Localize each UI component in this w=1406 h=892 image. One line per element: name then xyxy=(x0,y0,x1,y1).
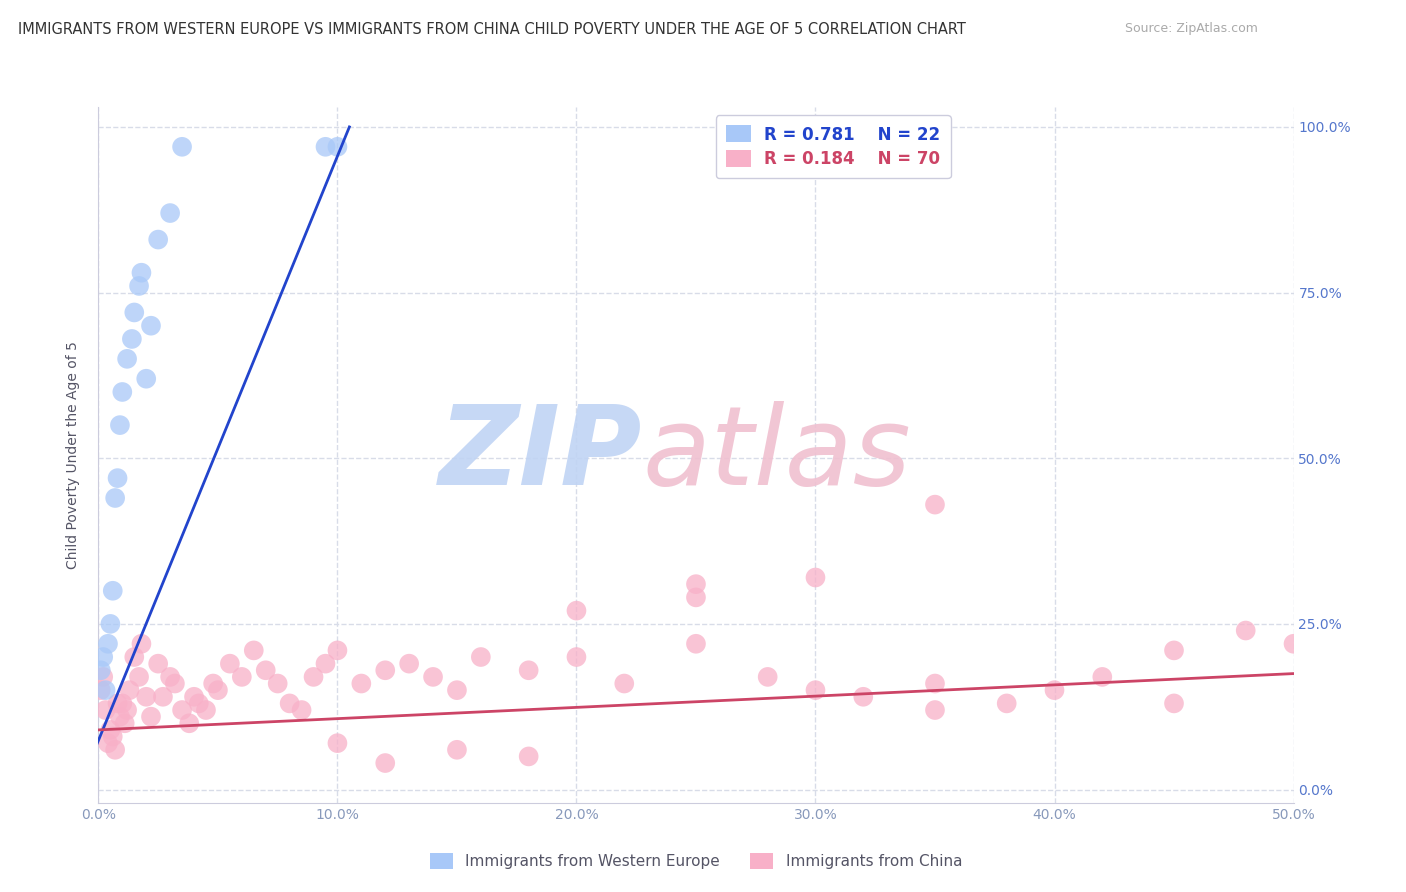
Point xyxy=(148,233,170,247)
Text: atlas: atlas xyxy=(643,401,911,508)
Point xyxy=(97,736,120,750)
Point xyxy=(115,703,138,717)
Point xyxy=(1091,670,1114,684)
Point xyxy=(114,716,136,731)
Point xyxy=(326,736,349,750)
Point xyxy=(183,690,205,704)
Point xyxy=(172,140,194,154)
Point xyxy=(1163,643,1185,657)
Point xyxy=(121,332,143,346)
Point xyxy=(108,709,131,723)
Point xyxy=(107,471,129,485)
Point xyxy=(101,730,124,744)
Point xyxy=(194,703,218,717)
Point xyxy=(108,418,131,433)
Point xyxy=(94,683,117,698)
Point xyxy=(111,384,134,399)
Point xyxy=(685,637,707,651)
Point xyxy=(315,140,337,154)
Point xyxy=(685,591,707,605)
Point xyxy=(219,657,242,671)
Point xyxy=(135,372,157,386)
Point xyxy=(326,140,349,154)
Point xyxy=(101,583,124,598)
Point xyxy=(97,637,120,651)
Point xyxy=(172,703,194,717)
Point xyxy=(924,676,946,690)
Point xyxy=(111,697,134,711)
Point xyxy=(124,650,146,665)
Point xyxy=(613,676,636,690)
Point xyxy=(804,683,827,698)
Point xyxy=(685,577,707,591)
Point xyxy=(202,676,225,690)
Point xyxy=(446,743,468,757)
Point xyxy=(98,723,122,737)
Point xyxy=(115,351,138,366)
Point xyxy=(139,318,162,333)
Point xyxy=(924,498,946,512)
Point xyxy=(565,650,588,665)
Point xyxy=(278,697,301,711)
Point xyxy=(756,670,779,684)
Point xyxy=(98,616,122,631)
Point xyxy=(152,690,174,704)
Point xyxy=(1163,697,1185,711)
Point xyxy=(302,670,325,684)
Point xyxy=(159,670,181,684)
Point xyxy=(163,676,186,690)
Point xyxy=(124,305,146,319)
Text: IMMIGRANTS FROM WESTERN EUROPE VS IMMIGRANTS FROM CHINA CHILD POVERTY UNDER THE : IMMIGRANTS FROM WESTERN EUROPE VS IMMIGR… xyxy=(18,22,966,37)
Point xyxy=(517,749,540,764)
Point xyxy=(179,716,201,731)
Point xyxy=(924,703,946,717)
Point xyxy=(128,670,150,684)
Point xyxy=(374,663,396,677)
Point xyxy=(118,683,141,698)
Point xyxy=(315,657,337,671)
Point xyxy=(148,657,170,671)
Point xyxy=(91,670,114,684)
Point xyxy=(207,683,229,698)
Point xyxy=(326,643,349,657)
Point xyxy=(350,676,373,690)
Point xyxy=(470,650,492,665)
Point xyxy=(398,657,420,671)
Point xyxy=(91,650,114,665)
Point xyxy=(374,756,396,770)
Point xyxy=(90,663,112,677)
Point xyxy=(131,266,153,280)
Point xyxy=(104,743,127,757)
Legend: Immigrants from Western Europe, Immigrants from China: Immigrants from Western Europe, Immigran… xyxy=(423,847,969,875)
Point xyxy=(94,703,117,717)
Point xyxy=(90,683,112,698)
Text: ZIP: ZIP xyxy=(439,401,643,508)
Point xyxy=(254,663,277,677)
Point xyxy=(128,279,150,293)
Text: Source: ZipAtlas.com: Source: ZipAtlas.com xyxy=(1125,22,1258,36)
Point xyxy=(995,697,1018,711)
Point xyxy=(1234,624,1257,638)
Point xyxy=(243,643,266,657)
Point xyxy=(187,697,209,711)
Point xyxy=(107,697,129,711)
Point xyxy=(852,690,875,704)
Point xyxy=(1282,637,1305,651)
Y-axis label: Child Poverty Under the Age of 5: Child Poverty Under the Age of 5 xyxy=(66,341,80,569)
Point xyxy=(565,604,588,618)
Point xyxy=(517,663,540,677)
Point xyxy=(422,670,444,684)
Point xyxy=(267,676,290,690)
Point xyxy=(1043,683,1066,698)
Point xyxy=(104,491,127,505)
Point xyxy=(131,637,153,651)
Point xyxy=(804,570,827,584)
Point xyxy=(290,703,312,717)
Point xyxy=(135,690,157,704)
Point xyxy=(231,670,253,684)
Point xyxy=(446,683,468,698)
Point xyxy=(139,709,162,723)
Point xyxy=(159,206,181,220)
